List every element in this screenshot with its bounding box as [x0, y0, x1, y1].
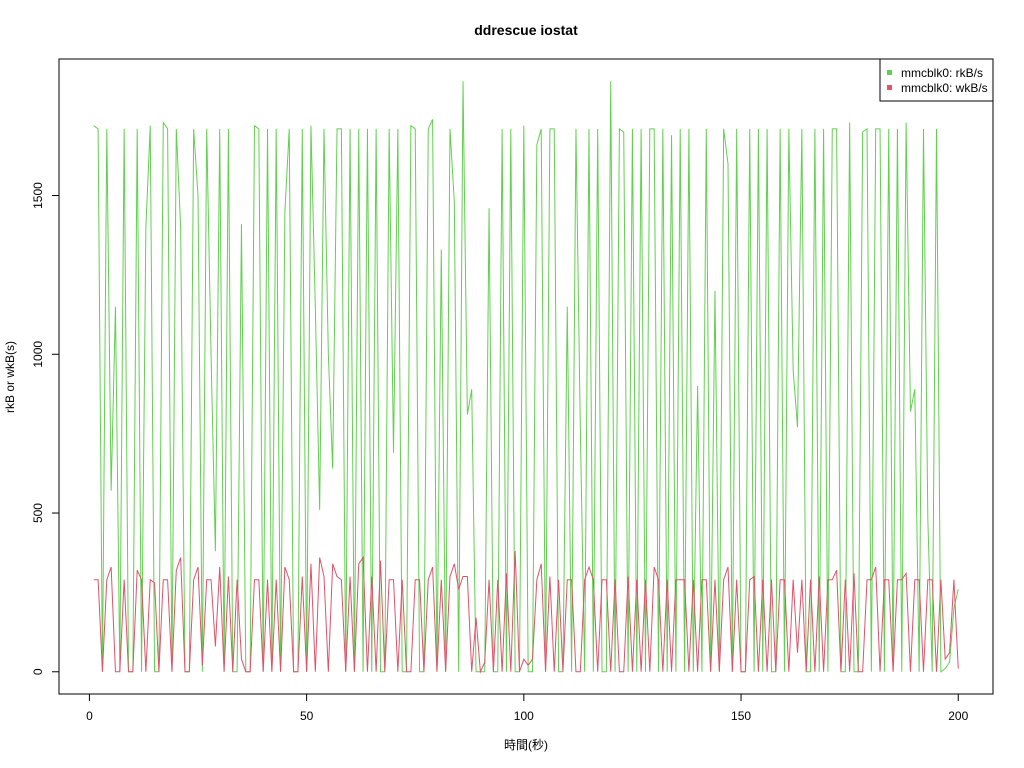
- legend: mmcblk0: rkB/s mmcblk0: wkB/s: [879, 58, 994, 102]
- y-tick-label: 1500: [31, 182, 45, 209]
- y-axis-label: rkB or wkB(s): [3, 341, 17, 413]
- legend-swatch-wkb: [887, 85, 892, 90]
- x-tick-label: 200: [948, 709, 968, 723]
- x-tick-label: 0: [86, 709, 93, 723]
- series-layer: [93, 81, 959, 674]
- y-tick-label: 1000: [31, 341, 45, 368]
- x-axis: 0 50 100 150 200: [86, 693, 969, 723]
- legend-box: [879, 58, 994, 102]
- x-tick-label: 150: [731, 709, 751, 723]
- x-axis-label: 時間(秒): [504, 738, 548, 752]
- y-tick-label: 500: [31, 503, 45, 523]
- x-tick-label: 50: [300, 709, 314, 723]
- series-line-1: [93, 551, 959, 674]
- y-tick-label: 0: [31, 668, 45, 675]
- x-tick-label: 100: [514, 709, 534, 723]
- series-line-0: [93, 81, 959, 673]
- legend-swatch-rkb: [887, 70, 892, 75]
- y-axis: 0 500 1000 1500: [31, 182, 60, 675]
- chart-title: ddrescue iostat: [474, 22, 578, 38]
- legend-entry-wkb: mmcblk0: wkB/s: [901, 81, 988, 95]
- legend-entry-rkb: mmcblk0: rkB/s: [901, 66, 983, 80]
